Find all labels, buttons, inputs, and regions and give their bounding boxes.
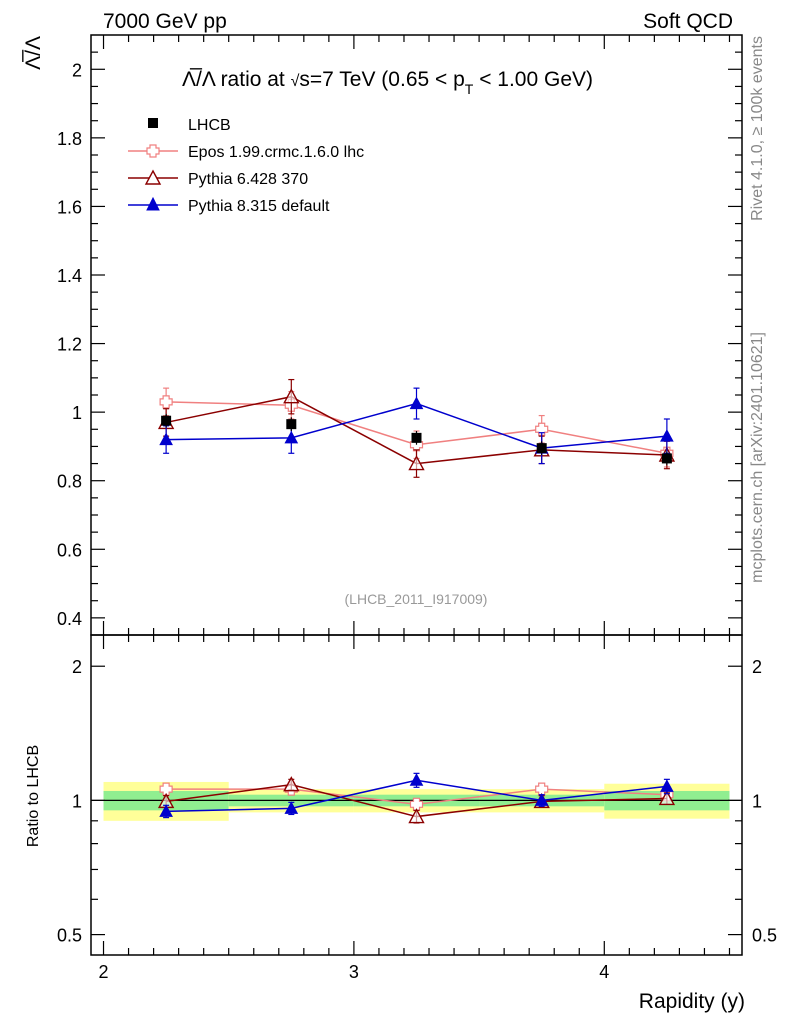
axis-ticks: 2 3 4 0.4 0.6 0.8 1 1.2 1.4 1.6 1.8 2 0.5 0.5 1 1 2 2	[57, 35, 777, 982]
legend-label-pythia8: Pythia 8.315 default	[188, 198, 330, 215]
ratio-pythia6-point	[658, 790, 676, 806]
series-epos-point	[159, 395, 173, 409]
ratio-pythia8-point	[534, 793, 549, 806]
legend-marker-pythia6	[144, 169, 162, 185]
ratio-pythia6-point	[283, 776, 300, 792]
y-axis-label: Λ̅/Λ	[22, 36, 45, 70]
ratio-y-tick-label-left: 2	[72, 657, 82, 677]
header-left: 7000 GeV pp	[103, 10, 227, 33]
ratio-y-tick-label-left: 1	[72, 791, 82, 811]
y-tick-label: 1.8	[57, 129, 82, 149]
ratio-pythia8-point	[159, 804, 173, 817]
ratio-pythia6-point	[408, 808, 425, 824]
title-tail: < 1.00 GeV)	[473, 68, 593, 91]
legend-entry-lhcb: LHCB	[148, 117, 231, 134]
legend-label-lhcb: LHCB	[188, 117, 231, 134]
series-pythia6-point	[283, 388, 300, 404]
ratio-series-group	[157, 772, 676, 824]
data-lhcb-point	[411, 432, 422, 443]
chart-title: Λ̅/Λ ratio at √s=7 TeV (0.65 < pT < 1.00…	[182, 68, 593, 97]
rivet-version-label: Rivet 4.1.0, ≥ 100k events	[749, 36, 766, 221]
data-lhcb-point	[286, 419, 297, 430]
legend-entry-pythia6: Pythia 6.428 370	[128, 169, 308, 188]
ratio-y-tick-label-left: 0.5	[57, 926, 82, 946]
analysis-watermark: (LHCB_2011_I917009)	[345, 591, 488, 607]
series-pythia8-point	[409, 396, 424, 410]
ratio-plot-frame	[90, 634, 743, 956]
ratio-pythia8-point	[284, 801, 299, 814]
data-lhcb-point	[536, 443, 547, 454]
y-tick-label: 2	[72, 60, 82, 80]
series-pythia8-point	[660, 429, 674, 442]
ratio-y-axis-label: Ratio to LHCB	[25, 745, 42, 847]
x-tick-label: 4	[599, 962, 609, 982]
legend-marker-epos	[146, 144, 160, 158]
main-series-group	[157, 378, 676, 478]
series-pythia8-point	[284, 430, 299, 444]
data-lhcb-point	[161, 415, 172, 426]
y-tick-label: 1.2	[57, 335, 82, 355]
ratio-pythia8-point	[660, 779, 674, 792]
series-pythia6-point	[408, 455, 425, 471]
legend-label-epos: Epos 1.99.crmc.1.6.0 lhc	[188, 144, 364, 161]
x-tick-label: 3	[349, 962, 359, 982]
y-tick-label: 0.6	[57, 540, 82, 560]
title-sqrt: √	[291, 73, 300, 90]
ratio-pythia8-point	[409, 773, 424, 786]
y-tick-label: 1.6	[57, 197, 82, 217]
y-tick-label: 1	[72, 403, 82, 423]
mcplots-label: mcplots.cern.ch [arXiv:2401.10621]	[749, 332, 766, 583]
legend-marker-pythia8	[146, 196, 160, 211]
ratio-y-tick-label-right: 2	[752, 657, 762, 677]
legend: LHCB Epos 1.99.crmc.1.6.0 lhc Pythia 6.4…	[128, 117, 364, 215]
legend-marker-lhcb	[148, 118, 158, 128]
ratio-y-tick-label-right: 1	[752, 791, 762, 811]
legend-entry-pythia8: Pythia 8.315 default	[128, 196, 330, 215]
y-tick-label: 1.4	[57, 266, 82, 286]
legend-label-pythia6: Pythia 6.428 370	[188, 171, 308, 188]
ratio-y-tick-label-right: 0.5	[752, 926, 777, 946]
header-right: Soft QCD	[643, 10, 733, 33]
x-tick-label: 2	[99, 962, 109, 982]
y-tick-label: 0.8	[57, 472, 82, 492]
series-pythia8-point	[159, 432, 173, 446]
x-axis-label: Rapidity (y)	[639, 990, 745, 1013]
legend-entry-epos: Epos 1.99.crmc.1.6.0 lhc	[128, 144, 364, 161]
title-main: s=7 TeV (0.65 < p	[299, 68, 464, 91]
title-subscript: T	[465, 81, 474, 97]
y-tick-label: 0.4	[57, 609, 82, 629]
title-lead: Λ̅/Λ ratio at	[182, 68, 291, 91]
data-lhcb-point	[661, 453, 672, 464]
